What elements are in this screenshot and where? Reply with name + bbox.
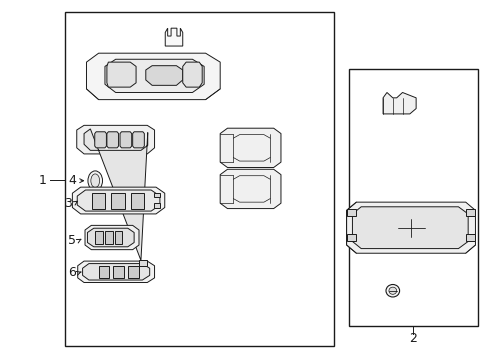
Ellipse shape bbox=[142, 135, 151, 144]
Ellipse shape bbox=[388, 287, 396, 294]
Polygon shape bbox=[153, 193, 160, 197]
Polygon shape bbox=[346, 234, 356, 241]
Polygon shape bbox=[111, 193, 124, 208]
Text: 1: 1 bbox=[39, 174, 46, 186]
Polygon shape bbox=[77, 125, 154, 154]
Polygon shape bbox=[105, 231, 113, 244]
Polygon shape bbox=[153, 203, 160, 207]
Polygon shape bbox=[85, 225, 139, 249]
Polygon shape bbox=[346, 202, 474, 253]
Polygon shape bbox=[465, 234, 474, 241]
Polygon shape bbox=[78, 261, 154, 283]
Polygon shape bbox=[120, 132, 131, 148]
Bar bbox=[64, 12, 334, 346]
Ellipse shape bbox=[115, 71, 123, 79]
Polygon shape bbox=[352, 207, 467, 249]
Polygon shape bbox=[220, 169, 281, 208]
Polygon shape bbox=[183, 62, 202, 87]
Bar bbox=[348, 69, 477, 327]
Polygon shape bbox=[115, 231, 122, 244]
Ellipse shape bbox=[91, 174, 100, 188]
Text: 3: 3 bbox=[64, 197, 72, 210]
Polygon shape bbox=[346, 208, 356, 216]
Polygon shape bbox=[95, 132, 106, 148]
Polygon shape bbox=[95, 231, 103, 244]
Polygon shape bbox=[87, 228, 134, 247]
Polygon shape bbox=[99, 266, 109, 278]
Polygon shape bbox=[113, 266, 123, 278]
Polygon shape bbox=[72, 187, 164, 214]
Polygon shape bbox=[107, 62, 136, 87]
Polygon shape bbox=[82, 264, 149, 280]
Polygon shape bbox=[139, 260, 147, 266]
Polygon shape bbox=[132, 132, 144, 148]
Polygon shape bbox=[382, 93, 415, 114]
Polygon shape bbox=[77, 190, 160, 211]
Polygon shape bbox=[127, 266, 138, 278]
Ellipse shape bbox=[385, 284, 399, 297]
Text: 6: 6 bbox=[68, 266, 76, 279]
Polygon shape bbox=[165, 28, 183, 46]
Polygon shape bbox=[107, 132, 118, 148]
Polygon shape bbox=[130, 193, 144, 208]
Text: 4: 4 bbox=[68, 174, 76, 187]
Text: 5: 5 bbox=[68, 234, 76, 247]
Polygon shape bbox=[92, 193, 105, 208]
Polygon shape bbox=[86, 53, 220, 100]
Polygon shape bbox=[465, 208, 474, 216]
Polygon shape bbox=[84, 129, 147, 260]
Text: 2: 2 bbox=[408, 333, 416, 346]
Polygon shape bbox=[105, 59, 203, 93]
Ellipse shape bbox=[123, 234, 132, 242]
Polygon shape bbox=[220, 128, 281, 167]
Polygon shape bbox=[145, 66, 183, 85]
Ellipse shape bbox=[88, 171, 102, 190]
